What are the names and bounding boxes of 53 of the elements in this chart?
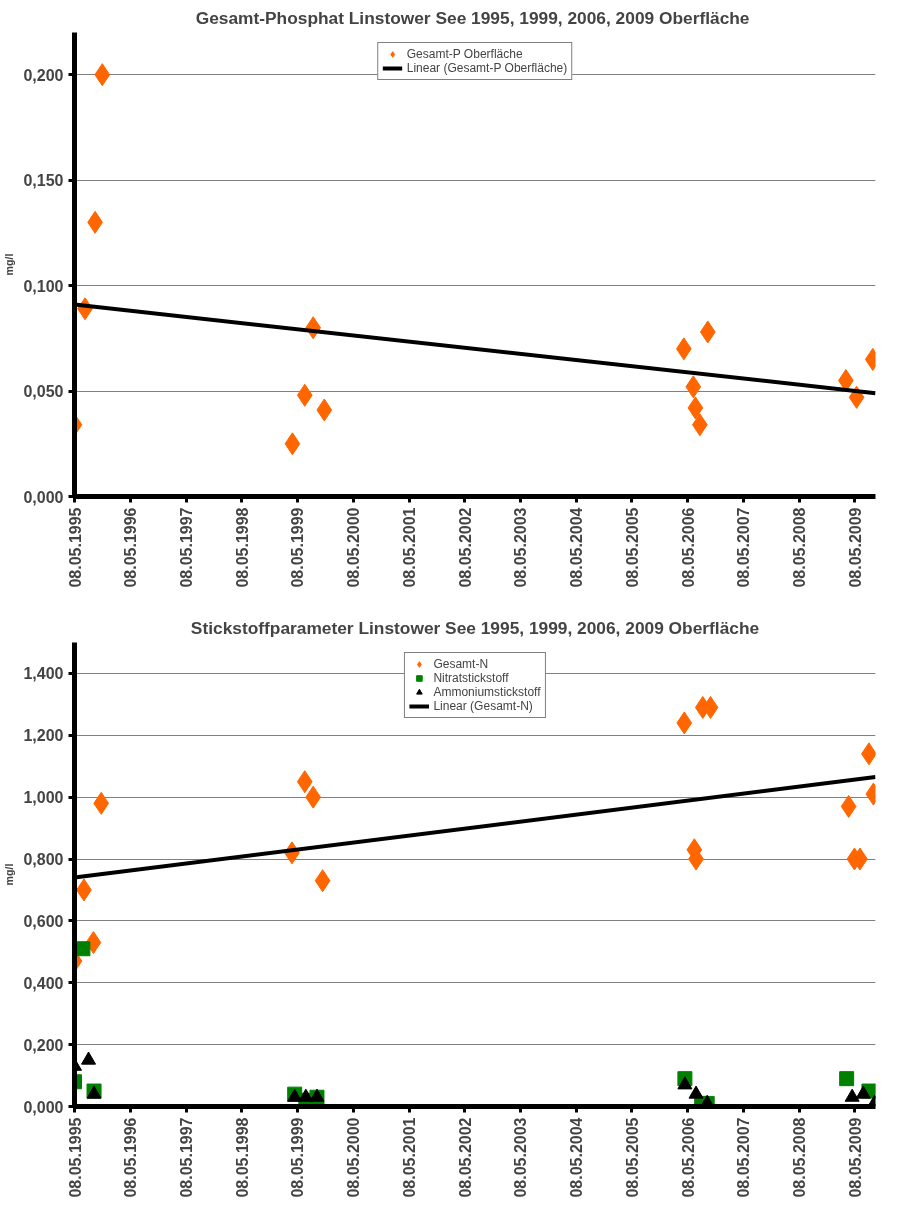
legend-label: Nitratstickstoff — [433, 671, 509, 685]
y-tick-label: 0,200 — [23, 66, 64, 84]
x-tick-label: 08.05.1996 — [122, 1117, 140, 1198]
y-axis-title: mg/l — [3, 863, 16, 886]
x-tick-label: 08.05.2003 — [512, 507, 530, 588]
chart-title: Gesamt-Phosphat Linstower See 1995, 1999, 2006, 2009 Oberfläche — [195, 7, 750, 28]
y-tick-label: 0,100 — [23, 277, 64, 295]
y-tick-label: 0,600 — [23, 912, 64, 930]
x-tick-label: 08.05.2002 — [456, 1117, 474, 1198]
x-tick-label: 08.05.2005 — [623, 1117, 641, 1198]
y-tick-label: 0,050 — [23, 383, 64, 401]
x-tick-label: 08.05.2009 — [846, 1117, 864, 1198]
legend-label: Gesamt-P Oberfläche — [406, 47, 523, 61]
y-tick-label: 0,800 — [23, 851, 64, 869]
y-tick-label: 0,400 — [23, 974, 64, 992]
x-tick-label: 08.05.2008 — [791, 507, 809, 588]
x-tick-label: 08.05.2004 — [568, 1117, 586, 1198]
y-tick-label: 0,000 — [23, 488, 64, 506]
x-tick-label: 08.05.2001 — [401, 1117, 418, 1198]
x-tick-label: 08.05.2000 — [345, 507, 363, 588]
y-axis-title: mg/l — [3, 253, 16, 276]
x-tick-label: 08.05.2000 — [345, 1117, 363, 1198]
y-tick-label: 0,000 — [23, 1098, 64, 1116]
x-tick-label: 08.05.2006 — [679, 507, 697, 588]
y-tick-label: 1,000 — [23, 789, 64, 807]
legend-label: Gesamt-N — [433, 657, 489, 671]
y-tick-label: 1,200 — [23, 727, 64, 745]
x-tick-label: 08.05.1999 — [289, 1117, 307, 1198]
x-tick-label: 08.05.1995 — [66, 1117, 84, 1198]
x-tick-label: 08.05.2001 — [401, 507, 418, 588]
x-tick-label: 08.05.1997 — [178, 507, 196, 588]
x-tick-label: 08.05.1998 — [233, 1117, 251, 1198]
y-tick-label: 0,150 — [23, 172, 64, 190]
x-tick-label: 08.05.2005 — [623, 507, 641, 588]
x-tick-label: 08.05.2004 — [568, 507, 586, 588]
x-tick-label: 08.05.1996 — [122, 507, 140, 588]
x-tick-label: 08.05.1999 — [289, 507, 307, 588]
x-tick-label: 08.05.1997 — [178, 1117, 196, 1198]
x-tick-label: 08.05.2007 — [735, 507, 753, 588]
x-tick-label: 08.05.2003 — [512, 1117, 530, 1198]
x-tick-label: 08.05.2002 — [456, 507, 474, 588]
x-tick-label: 08.05.2008 — [791, 1117, 809, 1198]
x-tick-label: 08.05.1998 — [233, 507, 251, 588]
legend-label: Ammoniumstickstoff — [433, 685, 541, 699]
y-tick-label: 0,200 — [23, 1036, 64, 1054]
x-tick-label: 08.05.2009 — [846, 507, 864, 588]
chart-title: Stickstoffparameter Linstower See 1995, 1999, 2006, 2009 Oberfläche — [190, 617, 760, 638]
x-tick-label: 08.05.2006 — [679, 1117, 697, 1198]
legend-label: Linear (Gesamt-P Oberfläche) — [406, 61, 568, 75]
legend-label: Linear (Gesamt-N) — [433, 699, 533, 713]
x-tick-label: 08.05.2007 — [735, 1117, 753, 1198]
x-tick-label: 08.05.1995 — [66, 507, 84, 588]
y-tick-label: 1,400 — [23, 665, 64, 683]
